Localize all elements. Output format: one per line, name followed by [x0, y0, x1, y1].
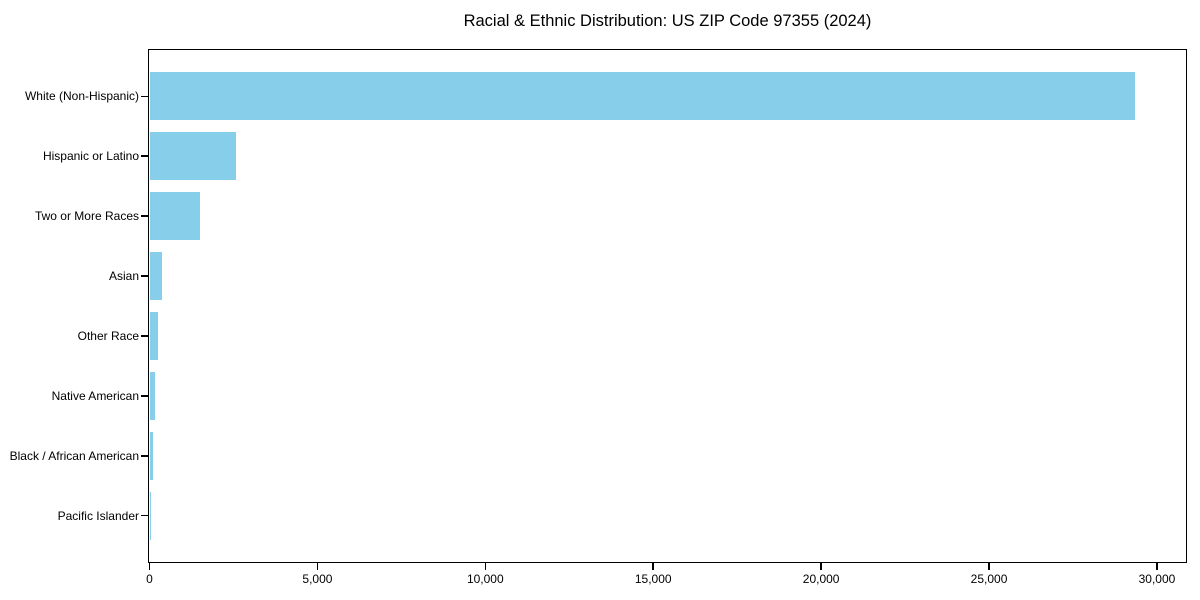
chart-title: Racial & Ethnic Distribution: US ZIP Cod…: [463, 12, 872, 30]
x-tick-mark: [484, 562, 487, 570]
y-tick-mark: [141, 155, 148, 157]
y-tick-mark: [141, 514, 148, 517]
y-tick-label: Other Race: [77, 328, 139, 343]
x-tick-mark: [1156, 562, 1158, 570]
x-tick-label: 20,000: [802, 572, 840, 586]
y-tick-mark: [141, 95, 148, 98]
y-tick-mark: [141, 455, 148, 457]
bar-other-race: [149, 311, 159, 360]
x-tick-mark: [316, 562, 319, 570]
bar-native-american: [149, 371, 155, 420]
x-tick-mark: [652, 562, 654, 570]
x-tick-mark: [148, 562, 151, 570]
x-tick-label: 30,000: [1138, 572, 1176, 586]
plot-area: [148, 49, 1187, 563]
y-tick-label: Hispanic or Latino: [42, 149, 139, 164]
bar-black-african-american: [149, 431, 154, 480]
x-tick-mark: [820, 562, 822, 570]
y-tick-mark: [141, 335, 148, 337]
y-tick-mark: [141, 395, 148, 397]
bar-two-or-more-races: [149, 192, 201, 241]
x-tick-mark: [988, 562, 990, 570]
x-tick-label: 25,000: [970, 572, 1008, 586]
x-tick-label: 15,000: [634, 572, 672, 586]
x-tick-label: 10,000: [466, 572, 504, 586]
y-tick-label: Native American: [51, 388, 139, 403]
x-tick-label: 0: [146, 572, 153, 586]
x-tick-label: 5,000: [302, 572, 333, 586]
y-tick-label: White (Non-Hispanic): [24, 89, 139, 104]
bar-hispanic-or-latino: [149, 132, 236, 181]
y-tick-label: Two or More Races: [34, 209, 139, 224]
bar-asian: [149, 252, 163, 301]
y-tick-mark: [141, 215, 148, 217]
bar-pacific-islander: [149, 491, 151, 540]
y-tick-label: Pacific Islander: [57, 508, 139, 523]
y-tick-label: Asian: [108, 269, 139, 284]
bar-white-non-hispanic: [149, 72, 1136, 121]
y-tick-label: Black / African American: [9, 448, 139, 463]
y-tick-mark: [141, 275, 148, 277]
